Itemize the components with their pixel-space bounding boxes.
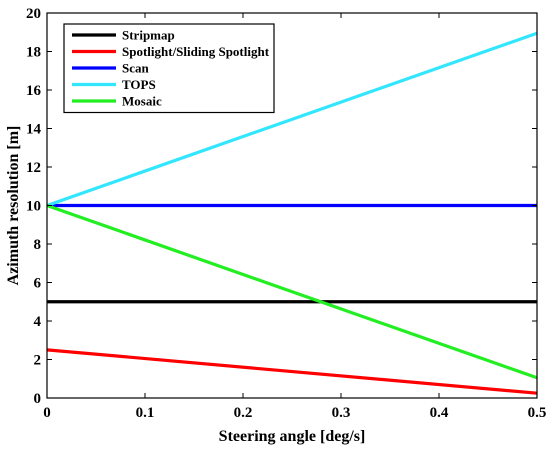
legend-label: Stripmap (122, 28, 175, 43)
x-tick-label: 0 (43, 405, 51, 421)
series-line-spotlight-sliding-spotlight (46, 348, 538, 395)
legend-label: Mosaic (122, 94, 162, 109)
ticks (46, 12, 538, 399)
legend-label: TOPS (122, 77, 156, 92)
legend-label: Scan (122, 61, 150, 76)
series-line-tops (46, 31, 538, 208)
x-tick-label: 0.1 (136, 405, 155, 421)
y-tick-label: 0 (34, 391, 42, 407)
x-axis-label: Steering angle [deg/s] (219, 428, 366, 445)
x-tick-label: 0.5 (528, 405, 547, 421)
x-tick-label: 0.4 (430, 405, 449, 421)
x-tick-label: 0.3 (332, 405, 351, 421)
y-tick-label: 4 (34, 314, 42, 330)
series-line-mosaic (46, 203, 538, 380)
y-tick-label: 16 (26, 83, 42, 99)
tick-labels: 0 0.1 0.2 0.3 0.4 0.5 0 2 4 6 8 10 12 14 16 18 20 (26, 6, 546, 421)
y-tick-label: 14 (26, 122, 42, 138)
y-tick-label: 6 (34, 276, 42, 292)
legend-label: Spotlight/Sliding Spotlight (122, 44, 270, 59)
y-tick-label: 10 (26, 199, 41, 215)
plot-lines (46, 31, 538, 395)
y-axis-label: Azimuth resolution [m] (5, 126, 22, 286)
y-tick-label: 18 (26, 45, 41, 61)
y-tick-label: 8 (34, 237, 42, 253)
y-tick-label: 12 (26, 160, 41, 176)
y-tick-label: 2 (34, 353, 42, 369)
y-tick-label: 20 (26, 6, 41, 22)
x-tick-label: 0.2 (234, 405, 253, 421)
